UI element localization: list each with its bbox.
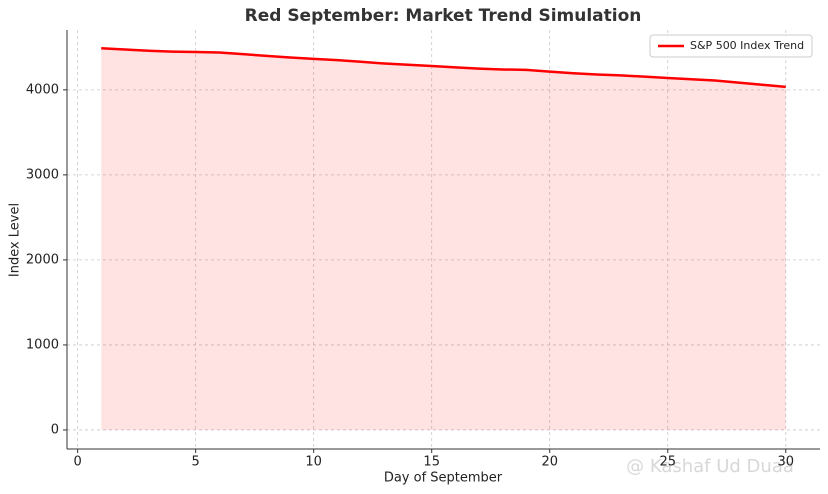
x-tick-label: 25 — [659, 455, 676, 470]
y-tick-label: 2000 — [26, 252, 59, 267]
x-tick-label: 10 — [305, 455, 322, 470]
x-tick-label: 15 — [423, 455, 440, 470]
chart-title: Red September: Market Trend Simulation — [245, 6, 642, 26]
area — [101, 48, 786, 430]
y-tick-label: 0 — [51, 422, 59, 437]
x-axis-label: Day of September — [384, 471, 503, 486]
legend-label: S&P 500 Index Trend — [690, 39, 804, 52]
y-tick-label: 1000 — [26, 337, 59, 352]
y-axis-label: Index Level — [8, 203, 23, 277]
y-tick-label: 3000 — [26, 167, 59, 182]
legend: S&P 500 Index Trend — [649, 34, 813, 58]
x-tick-label: 5 — [192, 455, 200, 470]
y-tick-label: 4000 — [26, 82, 59, 97]
x-tick-label: 0 — [73, 455, 81, 470]
legend-box — [649, 34, 813, 58]
x-tick-label: 20 — [541, 455, 558, 470]
x-tick-label: 30 — [777, 455, 794, 470]
line — [101, 46, 786, 89]
watermark: @ Kashaf Ud Duaa — [626, 456, 794, 477]
